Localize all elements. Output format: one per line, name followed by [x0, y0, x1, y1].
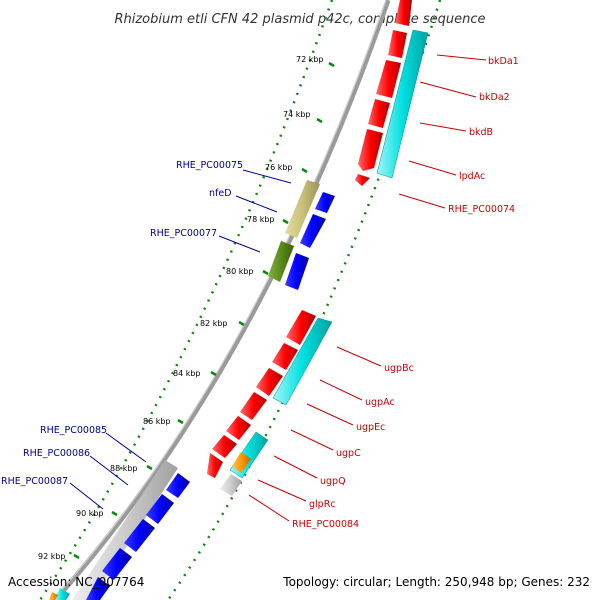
gene-arrow-nfeD[interactable]	[300, 214, 326, 248]
scale-tick-86: 86 kbp	[143, 417, 184, 426]
gene-arrow-ugpEc[interactable]	[256, 368, 283, 396]
accession-label: Accession: NC_007764	[8, 575, 144, 589]
other-cds-block	[232, 452, 251, 473]
label-ugpEc[interactable]: ugpEc	[356, 422, 385, 433]
scale-tick-76: 76 kbp	[265, 163, 308, 174]
scale-ticks: 72 kbp 74 kbp 76 kbp 78 kbp 80 kbp 82 kb…	[38, 55, 335, 561]
gene-arrow-bkDa1[interactable]	[388, 30, 407, 58]
svg-text:82 kbp: 82 kbp	[200, 319, 228, 328]
cds-block-RHE_PC00075	[285, 180, 320, 238]
label-bkDa2[interactable]: bkDa2	[479, 92, 510, 103]
label-RHE_PC00077[interactable]: RHE_PC00077	[150, 228, 217, 239]
scale-tick-82: 82 kbp	[200, 319, 245, 328]
scale-tick-92: 92 kbp	[38, 552, 80, 561]
gene-arrow-RHE_PC00086[interactable]	[146, 494, 174, 524]
svg-text:88 kbp: 88 kbp	[110, 464, 138, 473]
gene-arrow-bkdB[interactable]	[368, 99, 390, 128]
backbone-arc	[53, 0, 391, 600]
svg-text:80 kbp: 80 kbp	[226, 267, 254, 276]
gene-arrow-ugpBc[interactable]	[286, 310, 316, 345]
forward-labels: bkDa1 bkDa2 bkdB lpdAc RHE_PC00074 ugpBc…	[248, 54, 519, 530]
gene-arrow-RHE_PC00084[interactable]	[207, 453, 223, 478]
label-bkDa1[interactable]: bkDa1	[488, 56, 519, 67]
cds-bar-bkd	[376, 29, 429, 179]
scale-tick-72: 72 kbp	[296, 55, 335, 68]
gray-cds-block	[220, 474, 242, 496]
svg-text:84 kbp: 84 kbp	[173, 369, 201, 378]
gene-arrow-glpRc[interactable]	[212, 435, 237, 458]
reverse-genes-lower	[49, 460, 190, 600]
gene-arrow-bkDa2[interactable]	[376, 60, 401, 98]
label-lpdAc[interactable]: lpdAc	[459, 171, 485, 182]
scale-tick-74: 74 kbp	[283, 110, 323, 124]
svg-text:72 kbp: 72 kbp	[296, 55, 324, 64]
label-glpRc[interactable]: glpRc	[309, 499, 336, 510]
label-RHE_PC00085[interactable]: RHE_PC00085	[40, 425, 107, 436]
reverse-labels: RHE_PC00075 nfeD RHE_PC00077 RHE_PC00085…	[1, 160, 292, 510]
svg-text:92 kbp: 92 kbp	[38, 552, 66, 561]
gene-arrow-ugpC[interactable]	[240, 392, 267, 420]
gene-arrow-RHE_PC00085[interactable]	[166, 473, 190, 498]
label-nfeD[interactable]: nfeD	[209, 188, 232, 199]
label-RHE_PC00086[interactable]: RHE_PC00086	[23, 448, 90, 459]
gene-arrow-RHE_PC00077[interactable]	[285, 253, 309, 290]
label-RHE_PC00084[interactable]: RHE_PC00084	[292, 519, 359, 530]
label-ugpBc[interactable]: ugpBc	[384, 363, 414, 374]
backbone-highlight	[52, 0, 387, 600]
scale-tick-80: 80 kbp	[226, 267, 269, 276]
svg-text:86 kbp: 86 kbp	[143, 417, 171, 426]
summary-label: Topology: circular; Length: 250,948 bp; …	[282, 575, 590, 589]
gene-arrow-lower-b[interactable]	[86, 577, 110, 600]
map-title: Rhizobium etli CFN 42 plasmid p42c, comp…	[114, 12, 485, 27]
label-bkdB[interactable]: bkdB	[469, 127, 493, 138]
svg-text:90 kbp: 90 kbp	[76, 509, 104, 518]
reverse-genes-upper	[268, 180, 335, 290]
gene-arrow-ugpQ[interactable]	[226, 416, 251, 440]
svg-text:78 kbp: 78 kbp	[247, 215, 275, 224]
svg-text:74 kbp: 74 kbp	[283, 110, 311, 119]
gene-arrow-ugpAc[interactable]	[272, 343, 298, 370]
svg-text:76 kbp: 76 kbp	[265, 163, 293, 172]
scale-tick-78: 78 kbp	[247, 215, 289, 225]
gene-arrow-lower-a[interactable]	[102, 548, 132, 580]
cds-cyan-lower	[55, 588, 70, 600]
label-RHE_PC00075[interactable]: RHE_PC00075	[176, 160, 243, 171]
scale-tick-90: 90 kbp	[76, 509, 118, 518]
gene-arrow-RHE_PC00087[interactable]	[124, 519, 155, 552]
label-RHE_PC00087[interactable]: RHE_PC00087	[1, 476, 68, 487]
gene-arrow-lpdAc[interactable]	[358, 129, 383, 171]
scale-tick-84: 84 kbp	[173, 369, 217, 378]
label-ugpAc[interactable]: ugpAc	[365, 397, 395, 408]
forward-genes-upper	[355, 0, 429, 186]
label-ugpC[interactable]: ugpC	[336, 448, 361, 459]
cds-block-RHE_PC00077	[268, 241, 294, 282]
cds-bar-ugp	[272, 317, 333, 406]
scale-tick-88: 88 kbp	[110, 464, 153, 473]
forward-genes-lower	[207, 310, 333, 496]
label-ugpQ[interactable]: ugpQ	[320, 476, 346, 487]
gene-arrow-partial-top[interactable]	[395, 0, 412, 26]
label-RHE_PC00074[interactable]: RHE_PC00074	[448, 204, 515, 215]
cds-bar-glp	[229, 431, 269, 479]
gene-arrow-RHE_PC00074[interactable]	[355, 174, 370, 186]
gene-arrow-RHE_PC00075[interactable]	[315, 192, 335, 213]
cds-bar-gray-lower	[72, 460, 178, 600]
cds-orange-lower	[49, 592, 58, 600]
